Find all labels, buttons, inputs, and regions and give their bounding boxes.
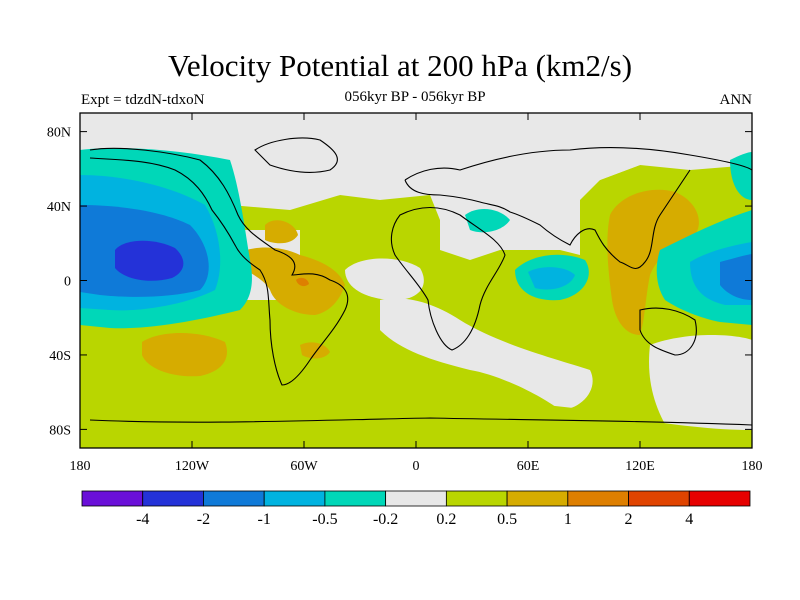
colorbar-label: 0.5 bbox=[497, 511, 517, 528]
colorbar-label: -0.2 bbox=[373, 511, 398, 528]
neutral-patch bbox=[345, 258, 424, 300]
colorbar-label: 0.2 bbox=[436, 511, 456, 528]
colorbar-swatch bbox=[385, 490, 447, 507]
colorbar-label: -0.5 bbox=[312, 511, 337, 528]
lon-tick-label: 60E bbox=[517, 459, 540, 474]
lat-tick-label: 80S bbox=[49, 423, 71, 438]
lon-tick-label: 180 bbox=[70, 459, 91, 474]
colorbar: -4 -2 -1 -0.5 -0.2 0.2 0.5 1 2 4 bbox=[81, 490, 751, 528]
colorbar-swatch bbox=[506, 490, 569, 507]
lon-tick-label: 120W bbox=[175, 459, 210, 474]
positive-region-orange bbox=[235, 247, 345, 315]
contour-field bbox=[80, 113, 752, 448]
experiment-label: Expt = tdzdN-tdxoN bbox=[81, 92, 205, 108]
lon-tick-label: 0 bbox=[413, 459, 420, 474]
colorbar-label: -1 bbox=[258, 511, 271, 528]
season-label: ANN bbox=[719, 92, 753, 108]
positive-region-orange bbox=[265, 220, 298, 244]
colorbar-label: -4 bbox=[136, 511, 149, 528]
neutral-patch bbox=[649, 335, 752, 448]
colorbar-swatch bbox=[688, 490, 751, 507]
colorbar-label: 1 bbox=[564, 511, 572, 528]
colorbar-label: 4 bbox=[685, 511, 693, 528]
colorbar-swatch bbox=[445, 490, 508, 507]
lat-tick-label: 40S bbox=[49, 349, 71, 364]
colorbar-label: 2 bbox=[625, 511, 633, 528]
coastlines bbox=[89, 137, 752, 426]
lon-tick-label: 180 bbox=[742, 459, 763, 474]
negative-region bbox=[720, 254, 752, 300]
positive-region-orange bbox=[142, 333, 228, 377]
positive-region-dark bbox=[296, 277, 309, 287]
lat-tick-label: 80N bbox=[47, 126, 71, 141]
lat-tick-label: 0 bbox=[64, 275, 71, 290]
colorbar-swatch bbox=[203, 490, 265, 507]
chart-subtitle: 056kyr BP - 056kyr BP bbox=[344, 89, 486, 105]
latitude-axis: 80N 40N 0 40S 80S bbox=[47, 126, 752, 438]
colorbar-swatch bbox=[628, 490, 690, 507]
lon-tick-label: 120E bbox=[625, 459, 655, 474]
negative-region-strong bbox=[115, 240, 184, 281]
colorbar-swatch bbox=[142, 490, 204, 507]
positive-region-orange bbox=[300, 342, 330, 359]
longitude-axis: 180 120W 60W 0 60E 120E 180 bbox=[70, 113, 763, 474]
neutral-patch bbox=[430, 401, 752, 448]
negative-region bbox=[528, 267, 575, 290]
colorbar-swatch bbox=[324, 490, 387, 507]
colorbar-swatch bbox=[81, 490, 144, 507]
neutral-patch bbox=[380, 298, 593, 410]
lon-tick-label: 60W bbox=[290, 459, 318, 474]
colorbar-swatch bbox=[567, 490, 629, 507]
neutral-patch bbox=[80, 113, 752, 205]
chart-title: Velocity Potential at 200 hPa (km2/s) bbox=[167, 48, 633, 83]
positive-region-orange bbox=[607, 189, 699, 335]
lat-tick-label: 40N bbox=[47, 200, 71, 215]
colorbar-label: -2 bbox=[197, 511, 210, 528]
colorbar-swatch bbox=[263, 490, 326, 507]
